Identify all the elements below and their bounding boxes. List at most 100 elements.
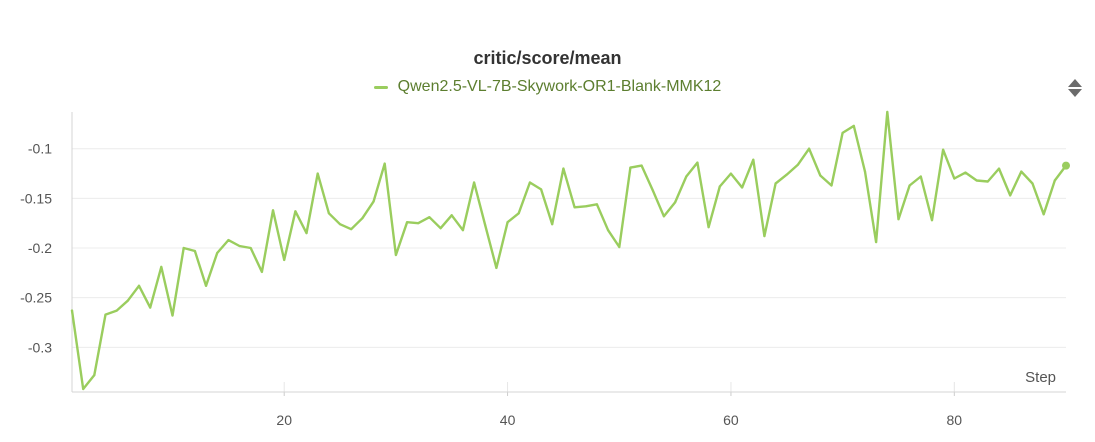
ticks: -0.1 -0.15 -0.2 -0.25 -0.3 20 40 60 80 Step	[20, 141, 1056, 428]
data-point	[1031, 182, 1034, 185]
data-point	[1042, 213, 1045, 216]
data-point	[461, 228, 465, 232]
data-point	[718, 185, 721, 188]
data-point	[81, 387, 85, 391]
data-point	[327, 212, 331, 215]
x-tick-label: 20	[276, 412, 292, 428]
data-point	[752, 158, 755, 161]
data-point	[1053, 179, 1057, 182]
chart-menu-icon[interactable]	[1067, 79, 1083, 99]
grid	[72, 148, 1066, 392]
data-point	[763, 234, 766, 238]
data-point	[271, 209, 275, 212]
legend-swatch	[373, 85, 388, 89]
data-point	[729, 172, 733, 175]
data-point	[260, 270, 264, 274]
data-point	[171, 314, 174, 317]
data-point	[886, 110, 889, 114]
data-point	[796, 163, 800, 166]
data-point	[975, 179, 978, 182]
data-point	[539, 188, 543, 191]
data-point	[417, 222, 420, 225]
data-point	[350, 227, 353, 231]
data-point	[428, 216, 431, 219]
series-layer	[70, 110, 1070, 391]
data-point	[595, 203, 599, 206]
data-point	[137, 284, 141, 287]
data-point	[897, 218, 900, 221]
y-tick-label: -0.15	[20, 190, 52, 206]
data-point	[472, 181, 476, 184]
x-tick-label: 40	[500, 412, 516, 428]
data-point	[160, 265, 163, 269]
data-point	[227, 238, 230, 242]
data-point	[874, 240, 878, 244]
data-point	[606, 228, 610, 232]
data-point	[70, 309, 74, 312]
data-point	[93, 373, 96, 377]
data-point	[361, 217, 364, 220]
data-point	[774, 182, 777, 185]
series-line-0	[70, 110, 1068, 391]
data-point	[495, 266, 498, 270]
data-point	[294, 210, 297, 213]
data-point	[1008, 194, 1012, 197]
y-tick-label: -0.1	[28, 141, 52, 157]
data-point	[1020, 170, 1023, 173]
x-tick-label: 60	[723, 412, 739, 428]
data-point	[908, 184, 911, 187]
data-point	[383, 162, 386, 165]
axes	[71, 112, 1066, 396]
data-point	[673, 201, 677, 204]
data-point	[215, 251, 219, 255]
data-point	[819, 174, 822, 177]
legend: Qwen2.5-VL-7B-Skywork-OR1-Blank-MMK12	[0, 78, 1095, 96]
data-point	[618, 245, 621, 249]
data-point	[696, 161, 699, 164]
data-point	[707, 225, 710, 229]
legend-label-series[interactable]: Qwen2.5-VL-7B-Skywork-OR1-Blank-MMK12	[397, 78, 722, 95]
data-point	[338, 222, 342, 226]
data-point	[204, 284, 208, 287]
data-point	[964, 171, 967, 174]
data-point	[517, 212, 520, 215]
data-point	[651, 189, 654, 192]
data-point	[405, 221, 409, 224]
data-point	[450, 214, 453, 217]
data-point	[852, 124, 855, 128]
data-point	[528, 181, 532, 184]
data-point	[394, 253, 398, 257]
y-tick-label: -0.25	[20, 290, 52, 306]
data-point	[372, 200, 375, 203]
data-point	[740, 186, 744, 189]
data-point	[997, 167, 1001, 170]
data-point	[182, 246, 185, 250]
data-point	[506, 221, 509, 224]
data-point	[986, 180, 990, 183]
data-point	[941, 148, 945, 151]
data-point	[562, 167, 565, 170]
chart-title: critic/score/mean	[473, 48, 622, 68]
data-point	[863, 170, 867, 173]
data-point	[573, 206, 576, 209]
data-point	[484, 223, 487, 227]
data-point	[640, 164, 643, 167]
data-point	[584, 205, 587, 208]
data-point	[830, 184, 833, 187]
data-point	[115, 309, 118, 312]
data-point	[439, 226, 442, 230]
data-point	[238, 244, 241, 248]
data-point	[283, 258, 286, 262]
data-point	[249, 246, 252, 250]
data-point	[551, 222, 554, 226]
data-point	[930, 219, 934, 222]
data-point	[126, 299, 130, 302]
data-point	[953, 177, 956, 180]
data-point	[841, 131, 844, 135]
data-point	[316, 172, 319, 175]
x-axis-label: Step	[1025, 369, 1056, 386]
data-point	[104, 313, 107, 316]
y-tick-label: -0.2	[28, 240, 52, 256]
data-point	[919, 175, 923, 178]
